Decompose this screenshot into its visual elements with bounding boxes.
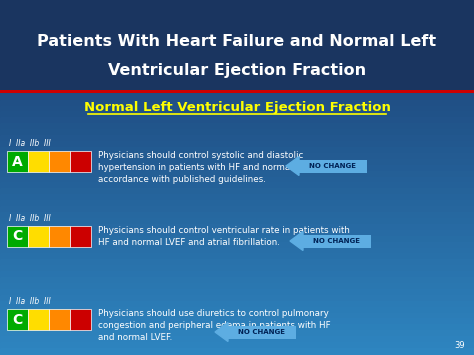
Bar xyxy=(0,260,474,266)
Text: NO CHANGE: NO CHANGE xyxy=(238,329,285,335)
Bar xyxy=(0,58,474,65)
Bar xyxy=(0,5,474,12)
Bar xyxy=(0,165,474,171)
Text: Normal Left Ventricular Ejection Fraction: Normal Left Ventricular Ejection Fractio… xyxy=(83,100,391,114)
Bar xyxy=(0,176,474,184)
Bar xyxy=(0,236,474,242)
Bar xyxy=(0,123,474,130)
Bar xyxy=(0,271,474,278)
Bar xyxy=(0,289,474,296)
Bar xyxy=(0,224,474,231)
Bar xyxy=(0,336,474,343)
Bar xyxy=(0,141,474,148)
Bar xyxy=(0,342,474,349)
Bar xyxy=(0,52,474,59)
Bar xyxy=(0,182,474,189)
Bar xyxy=(0,313,474,320)
Bar xyxy=(0,212,474,219)
Bar xyxy=(0,76,474,83)
Text: I  IIa  IIb  III: I IIa IIb III xyxy=(9,139,51,148)
Polygon shape xyxy=(215,322,228,342)
Bar xyxy=(0,82,474,89)
Text: Patients With Heart Failure and Normal Left: Patients With Heart Failure and Normal L… xyxy=(37,34,437,49)
Bar xyxy=(0,105,474,113)
Bar xyxy=(0,23,474,29)
Bar xyxy=(0,247,474,255)
Bar xyxy=(0,29,474,36)
Text: C: C xyxy=(12,229,23,244)
Bar xyxy=(0,295,474,302)
Bar xyxy=(0,159,474,166)
Bar xyxy=(7,151,28,172)
Bar xyxy=(70,151,91,172)
Bar xyxy=(49,309,70,330)
Bar xyxy=(0,153,474,160)
Text: NO CHANGE: NO CHANGE xyxy=(313,238,361,244)
Bar xyxy=(0,129,474,136)
Bar xyxy=(0,348,474,355)
Bar xyxy=(7,309,28,330)
Bar xyxy=(0,331,474,337)
Bar xyxy=(70,309,91,330)
Text: NO CHANGE: NO CHANGE xyxy=(310,163,356,169)
Bar xyxy=(0,265,474,272)
Bar xyxy=(0,40,474,47)
Bar xyxy=(0,34,474,42)
Text: 39: 39 xyxy=(455,341,465,350)
Bar xyxy=(0,135,474,142)
Bar xyxy=(303,235,371,247)
Bar xyxy=(0,88,474,95)
Bar xyxy=(0,147,474,154)
Bar xyxy=(0,218,474,225)
Bar xyxy=(49,151,70,172)
Bar xyxy=(0,70,474,77)
Bar xyxy=(0,324,474,331)
Bar xyxy=(0,307,474,313)
Bar xyxy=(0,0,474,6)
Bar xyxy=(0,111,474,118)
Bar xyxy=(0,253,474,260)
Bar xyxy=(0,0,474,90)
Polygon shape xyxy=(290,231,303,251)
Text: Physicians should control ventricular rate in patients with
HF and normal LVEF a: Physicians should control ventricular ra… xyxy=(98,226,350,247)
Bar xyxy=(0,64,474,71)
Bar xyxy=(0,206,474,213)
Bar xyxy=(0,242,474,248)
Bar xyxy=(0,118,474,124)
Text: A: A xyxy=(12,154,23,169)
Bar xyxy=(0,90,474,93)
Bar xyxy=(49,226,70,247)
Bar xyxy=(0,230,474,237)
Bar xyxy=(0,11,474,18)
Bar xyxy=(0,318,474,326)
Bar xyxy=(0,100,474,106)
Bar xyxy=(7,226,28,247)
Bar xyxy=(0,47,474,53)
Bar xyxy=(28,151,49,172)
Polygon shape xyxy=(286,157,299,175)
Bar xyxy=(0,200,474,207)
Bar xyxy=(28,309,49,330)
Bar xyxy=(0,194,474,201)
Bar xyxy=(0,171,474,178)
Bar xyxy=(0,17,474,24)
Text: I  IIa  IIb  III: I IIa IIb III xyxy=(9,214,51,223)
Bar xyxy=(0,277,474,284)
Text: Physicians should use diuretics to control pulmonary
congestion and peripheral e: Physicians should use diuretics to contr… xyxy=(98,309,331,342)
Bar xyxy=(70,226,91,247)
Bar xyxy=(28,226,49,247)
Text: Ventricular Ejection Fraction: Ventricular Ejection Fraction xyxy=(108,62,366,77)
Text: Physicians should control systolic and diastolic
hypertension in patients with H: Physicians should control systolic and d… xyxy=(98,151,329,184)
Bar xyxy=(0,301,474,308)
Bar xyxy=(0,94,474,100)
Bar xyxy=(0,189,474,195)
Text: C: C xyxy=(12,312,23,327)
Bar xyxy=(0,283,474,290)
Bar xyxy=(299,159,367,173)
Text: I  IIa  IIb  III: I IIa IIb III xyxy=(9,297,51,306)
Bar xyxy=(228,326,296,339)
